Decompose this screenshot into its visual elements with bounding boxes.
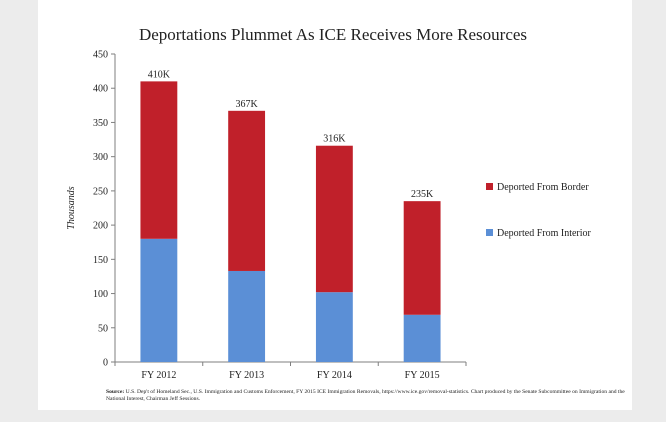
source-text: U.S. Dep't of Homeland Sec., U.S. Immigr… xyxy=(106,389,625,402)
y-tick-label: 350 xyxy=(93,118,108,129)
bar-segment xyxy=(228,270,266,362)
x-tick-label: FY 2012 xyxy=(141,370,176,381)
legend-label: Deported From Interior xyxy=(497,228,592,239)
y-axis: 0 50 100 150 200 250 300 350 400 450 xyxy=(93,50,116,369)
source-note: Source: U.S. Dep't of Homeland Sec., U.S… xyxy=(106,389,626,403)
bar-segment xyxy=(228,110,266,271)
bar-segment xyxy=(140,238,178,362)
bar-segment xyxy=(140,81,178,239)
legend-swatch xyxy=(486,183,493,190)
y-tick-label: 100 xyxy=(93,289,108,300)
total-label: 410K xyxy=(148,69,171,80)
y-tick-label: 450 xyxy=(93,50,108,61)
legend: Deported From Border Deported From Interi… xyxy=(486,182,592,239)
total-label: 316K xyxy=(323,134,346,145)
total-label: 367K xyxy=(236,99,259,110)
x-tick-label: FY 2014 xyxy=(317,370,352,381)
source-label: Source: xyxy=(106,389,125,395)
chart-title: Deportations Plummet As ICE Receives Mor… xyxy=(139,25,527,44)
y-axis-label: Thousands xyxy=(66,186,77,229)
y-tick-label: 250 xyxy=(93,186,108,197)
x-tick-label: FY 2013 xyxy=(229,370,264,381)
y-tick-label: 200 xyxy=(93,221,108,232)
bars: 410K 367K 316K 235K xyxy=(140,69,441,362)
y-tick-label: 50 xyxy=(98,323,108,334)
bar-segment xyxy=(403,314,441,362)
y-tick-label: 0 xyxy=(103,358,108,369)
x-tick-label: FY 2015 xyxy=(405,370,440,381)
bar-segment xyxy=(403,201,441,315)
bar-segment xyxy=(315,145,353,293)
total-label: 235K xyxy=(411,189,434,200)
y-tick-label: 400 xyxy=(93,84,108,95)
x-axis: FY 2012 FY 2013 FY 2014 FY 2015 xyxy=(114,361,467,381)
legend-label: Deported From Border xyxy=(497,182,589,193)
bar-segment xyxy=(315,292,353,362)
y-tick-label: 150 xyxy=(93,255,108,266)
y-tick-label: 300 xyxy=(93,152,108,163)
legend-swatch xyxy=(486,229,493,236)
